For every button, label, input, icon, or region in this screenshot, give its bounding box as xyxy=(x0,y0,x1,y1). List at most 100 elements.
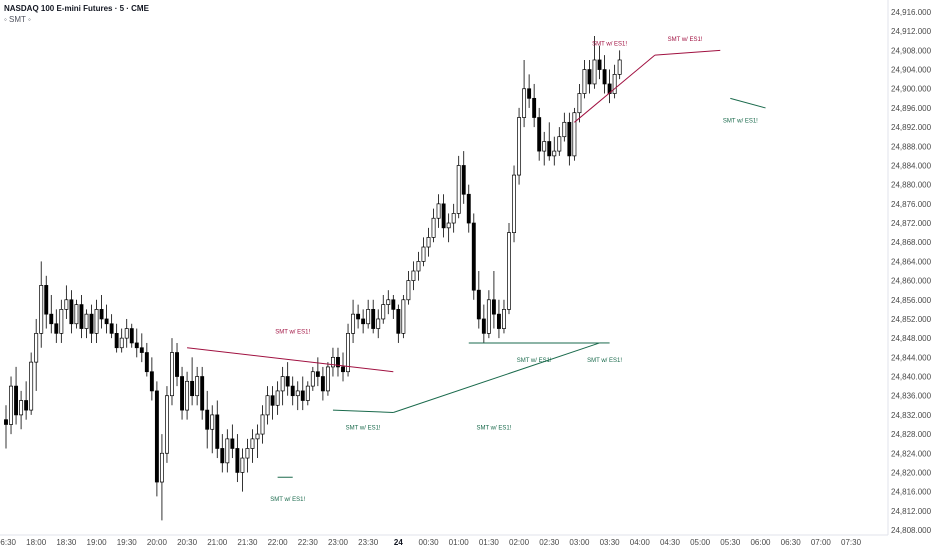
bullish-candle xyxy=(486,299,491,334)
bullish-candle xyxy=(275,390,280,406)
bearish-candle xyxy=(175,352,179,377)
y-tick-label: 24,896.000 xyxy=(891,104,932,113)
x-tick-label: 01:30 xyxy=(479,538,500,547)
x-tick-label: 22:30 xyxy=(298,538,319,547)
y-tick-label: 24,816.000 xyxy=(891,488,932,497)
bullish-candle xyxy=(255,433,260,440)
bullish-candle xyxy=(84,313,89,329)
y-tick-label: 24,836.000 xyxy=(891,392,932,401)
symbol-title[interactable]: NASDAQ 100 E-mini Futures · 5 · CME xyxy=(4,4,149,13)
bullish-candle xyxy=(401,299,406,334)
bearish-candle xyxy=(496,313,501,329)
smt-line xyxy=(393,342,600,413)
x-tick-label: 22:00 xyxy=(268,538,289,547)
bullish-candle xyxy=(416,261,421,272)
y-tick-label: 24,840.000 xyxy=(891,373,932,382)
bearish-candle xyxy=(361,318,366,325)
bullish-candle xyxy=(562,121,567,138)
bullish-candle xyxy=(502,309,506,329)
x-tick-label: 23:30 xyxy=(358,538,379,547)
bullish-candle xyxy=(64,299,69,310)
bearish-candle xyxy=(99,309,104,320)
bullish-candle xyxy=(325,366,330,392)
bullish-candle xyxy=(250,438,255,449)
bullish-candle xyxy=(185,380,190,411)
y-tick-label: 24,856.000 xyxy=(891,296,932,305)
bullish-candle xyxy=(376,318,381,329)
bullish-candle xyxy=(74,304,79,325)
bearish-candle xyxy=(129,328,134,344)
bullish-candle xyxy=(381,304,386,320)
x-tick-label: 19:30 xyxy=(117,538,138,547)
bullish-candle xyxy=(406,280,411,301)
bearish-candle xyxy=(466,193,471,224)
bearish-candle xyxy=(134,342,139,349)
smt-label: SMT w/ ES1! xyxy=(587,358,622,364)
bullish-candle xyxy=(577,93,582,114)
bullish-candle xyxy=(39,285,44,334)
smt-label: SMT w/ ES1! xyxy=(668,37,703,43)
bearish-candle xyxy=(79,304,84,329)
bearish-candle xyxy=(205,409,210,430)
x-tick-label: 06:00 xyxy=(750,538,771,547)
smt-line xyxy=(187,347,394,373)
bullish-candle xyxy=(426,237,431,248)
x-tick-label: 04:30 xyxy=(660,538,681,547)
x-tick-label: 01:00 xyxy=(449,538,470,547)
bullish-candle xyxy=(557,136,562,152)
bearish-candle xyxy=(89,313,94,334)
bearish-candle xyxy=(49,313,54,325)
bullish-candle xyxy=(612,74,617,94)
bullish-candle xyxy=(431,217,436,238)
bearish-candle xyxy=(587,69,592,85)
bearish-candle xyxy=(200,376,205,411)
x-tick-label: 21:00 xyxy=(207,538,228,547)
bullish-candle xyxy=(446,222,451,229)
bullish-candle xyxy=(572,112,577,157)
bullish-candle xyxy=(552,150,557,157)
bullish-candle xyxy=(195,376,200,397)
x-tick-label: 20:30 xyxy=(177,538,198,547)
bearish-candle xyxy=(461,165,466,195)
smt-line xyxy=(730,97,766,109)
y-tick-label: 24,812.000 xyxy=(891,507,932,516)
bearish-candle xyxy=(602,69,607,85)
bullish-candle xyxy=(280,376,285,392)
bearish-candle xyxy=(527,88,532,99)
bearish-candle xyxy=(537,117,542,152)
bearish-candle xyxy=(109,323,114,334)
bearish-candle xyxy=(230,438,235,449)
y-tick-label: 24,852.000 xyxy=(891,315,932,324)
bullish-candle xyxy=(59,309,64,334)
x-tick-label: 06:30 xyxy=(781,538,802,547)
bearish-candle xyxy=(391,299,396,310)
x-tick-label: 02:00 xyxy=(509,538,530,547)
bullish-candle xyxy=(124,328,129,339)
bearish-candle xyxy=(4,419,8,425)
bullish-candle xyxy=(29,361,34,411)
bearish-candle xyxy=(270,395,275,406)
y-tick-label: 24,868.000 xyxy=(891,238,932,247)
y-tick-label: 24,824.000 xyxy=(891,449,932,458)
x-tick-label: 20:00 xyxy=(147,538,168,547)
bullish-candle xyxy=(451,213,456,224)
bullish-candle xyxy=(34,333,39,363)
bullish-candle xyxy=(617,59,622,75)
bullish-candle xyxy=(165,395,169,454)
bullish-candle xyxy=(512,174,516,233)
bullish-candle xyxy=(210,414,215,430)
y-tick-label: 24,884.000 xyxy=(891,161,932,170)
bullish-candle xyxy=(507,232,511,310)
bearish-candle xyxy=(341,366,345,373)
bullish-candle xyxy=(421,246,426,262)
bullish-candle xyxy=(542,141,547,152)
indicator-label[interactable]: ◦ SMT ◦ xyxy=(4,15,31,24)
bearish-candle xyxy=(481,318,486,334)
bearish-candle xyxy=(215,414,220,449)
x-tick-label: 23:00 xyxy=(328,538,349,547)
bullish-candle xyxy=(366,309,371,325)
bullish-candle xyxy=(119,337,124,349)
bearish-candle xyxy=(69,299,74,325)
bullish-candle xyxy=(225,438,230,464)
